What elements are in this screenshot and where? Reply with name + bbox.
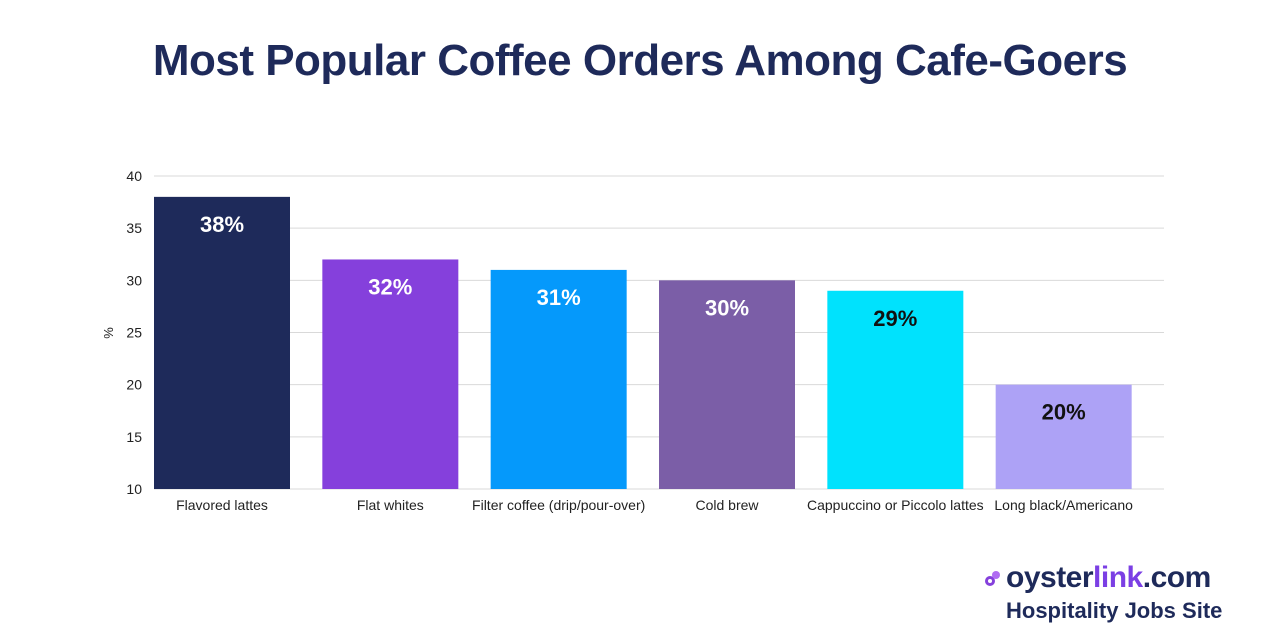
- chart-title: Most Popular Coffee Orders Among Cafe-Go…: [152, 36, 1128, 85]
- y-tick-label: 30: [126, 272, 142, 288]
- y-axis-label: %: [101, 327, 116, 339]
- y-tick-label: 15: [126, 429, 142, 445]
- brand-name-part1: oyster: [1006, 561, 1094, 594]
- bar-data-label: 30%: [705, 295, 749, 320]
- y-tick-label: 40: [126, 168, 142, 184]
- brand-name-part2: link: [1093, 561, 1143, 594]
- oyster-logo-icon: [985, 571, 1000, 586]
- bar-data-label: 31%: [537, 285, 581, 310]
- x-tick-label: Cappuccino or Piccolo lattes: [807, 497, 984, 513]
- bar: [995, 384, 1132, 489]
- y-tick-label: 25: [126, 325, 142, 341]
- bar-data-label: 38%: [200, 212, 244, 237]
- bar-data-label: 20%: [1042, 400, 1086, 425]
- bar: [659, 280, 795, 489]
- y-tick-label: 35: [126, 220, 142, 236]
- x-tick-label: Cold brew: [695, 497, 759, 513]
- brand-name: oysterlink.com: [1006, 561, 1211, 595]
- bar: [490, 269, 627, 489]
- x-tick-label: Flat whites: [357, 497, 424, 513]
- bar-data-label: 32%: [368, 274, 412, 299]
- x-tick-label: Flavored lattes: [176, 497, 268, 513]
- brand-logo: oysterlink.com Hospitality Jobs Site: [984, 560, 1244, 624]
- brand-name-part3: .com: [1142, 561, 1212, 594]
- brand-tagline: Hospitality Jobs Site: [1006, 598, 1223, 623]
- x-tick-label: Long black/Americano: [994, 497, 1133, 513]
- bar: [154, 196, 290, 489]
- bar-data-label: 29%: [873, 306, 917, 331]
- x-tick-label: Filter coffee (drip/pour-over): [472, 497, 645, 513]
- bar: [827, 290, 964, 489]
- bar: [322, 259, 459, 489]
- y-tick-label: 10: [126, 481, 142, 497]
- y-tick-label: 20: [126, 377, 142, 393]
